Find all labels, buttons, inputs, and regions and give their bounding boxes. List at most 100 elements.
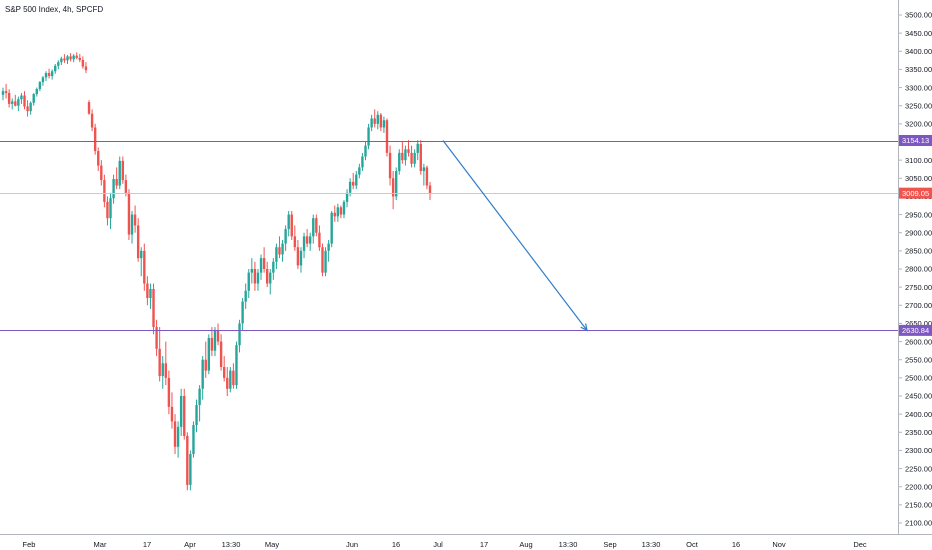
price-axis[interactable]: 3500.00 3450.00 3400.00 3350.00 3300.00 3250.…: [898, 11, 932, 528]
candle: [97, 147, 100, 172]
candle: [90, 109, 94, 132]
candle: [293, 225, 297, 251]
candle-body: [173, 421, 177, 447]
candle: [367, 123, 370, 150]
y-tick-label: 2300.00: [905, 446, 932, 455]
candlestick-series: [1, 52, 432, 491]
candle-body: [293, 236, 297, 248]
candle: [112, 174, 115, 204]
candle: [210, 327, 214, 357]
candle: [216, 323, 220, 346]
price-tag[interactable]: 3154.13: [899, 135, 932, 147]
candle-body: [54, 65, 57, 72]
candle-body: [84, 66, 88, 71]
candle: [413, 149, 416, 168]
candle-body: [265, 269, 269, 284]
candle: [250, 258, 254, 284]
candle-body: [4, 91, 8, 94]
y-tick-label: 2200.00: [905, 482, 932, 491]
candle: [176, 421, 180, 458]
candle: [204, 341, 207, 378]
candle-body: [23, 95, 26, 107]
candle: [207, 334, 211, 375]
candle-body: [352, 181, 355, 186]
candle: [238, 319, 241, 353]
horizontal-levels: [0, 141, 898, 331]
price-tag[interactable]: 2630.84: [899, 324, 932, 336]
candle: [115, 167, 118, 190]
time-axis[interactable]: Feb Mar 17 Apr 13:30 May Jun 16 Jul 17 Aug 13:30 Sep…: [23, 540, 867, 549]
price-tag[interactable]: 3009.05: [899, 187, 932, 199]
candle: [121, 156, 125, 184]
candle: [143, 243, 146, 291]
candle-body: [149, 288, 152, 299]
candle: [407, 140, 410, 157]
price-tag-bg: [899, 135, 932, 147]
candle: [327, 239, 330, 262]
candle: [312, 214, 315, 244]
candle: [425, 165, 429, 190]
candle-body: [373, 118, 376, 124]
candle: [47, 68, 51, 79]
candle-body: [164, 363, 168, 378]
candle-body: [281, 243, 284, 255]
candle: [398, 149, 401, 175]
candle-body: [299, 250, 303, 266]
candle-body: [57, 62, 60, 66]
candle: [324, 247, 327, 277]
y-tick-label: 2450.00: [905, 392, 932, 401]
candle: [355, 171, 358, 190]
y-tick-label: 3450.00: [905, 29, 932, 38]
candle: [87, 100, 91, 115]
x-tick-label: Jul: [433, 540, 443, 549]
y-tick-label: 2800.00: [905, 265, 932, 274]
candle: [20, 93, 23, 104]
candle: [299, 247, 303, 273]
candle-body: [247, 272, 250, 291]
candle: [391, 171, 395, 210]
candle-body: [170, 406, 174, 422]
y-tick-label: 3500.00: [905, 11, 932, 20]
candle: [253, 261, 257, 291]
candle-body: [167, 377, 171, 407]
candle: [44, 71, 48, 82]
candle-body: [210, 337, 214, 351]
candle-body: [106, 201, 109, 219]
candle-body: [136, 225, 140, 259]
x-tick-label: 13:30: [222, 540, 241, 549]
candle: [219, 334, 223, 371]
candle-body: [179, 396, 183, 427]
candle-body: [143, 250, 146, 284]
candle: [287, 210, 290, 237]
candle: [14, 94, 17, 107]
candle: [259, 254, 263, 280]
candle-body: [422, 167, 426, 172]
candle: [247, 269, 250, 299]
price-tag-label: 3154.13: [902, 136, 929, 145]
arrow-line[interactable]: [442, 140, 588, 331]
candle: [265, 261, 269, 288]
candle: [284, 225, 287, 251]
candle-body: [355, 174, 358, 186]
candle: [127, 189, 131, 240]
x-tick-label: 16: [392, 540, 400, 549]
candle-body: [379, 114, 383, 128]
candle: [395, 167, 398, 201]
candle: [373, 109, 376, 128]
candle: [388, 145, 392, 186]
candle-body: [388, 152, 392, 179]
candle: [404, 145, 407, 166]
candle: [75, 52, 78, 60]
candle: [17, 96, 20, 112]
candle-body: [121, 160, 125, 181]
candle: [23, 91, 26, 110]
candle-body: [219, 341, 223, 367]
candle: [4, 83, 8, 99]
candle: [183, 388, 186, 440]
y-tick-label: 2350.00: [905, 428, 932, 437]
candle: [63, 54, 66, 63]
candle-body: [302, 236, 306, 251]
candle-body: [358, 167, 361, 175]
